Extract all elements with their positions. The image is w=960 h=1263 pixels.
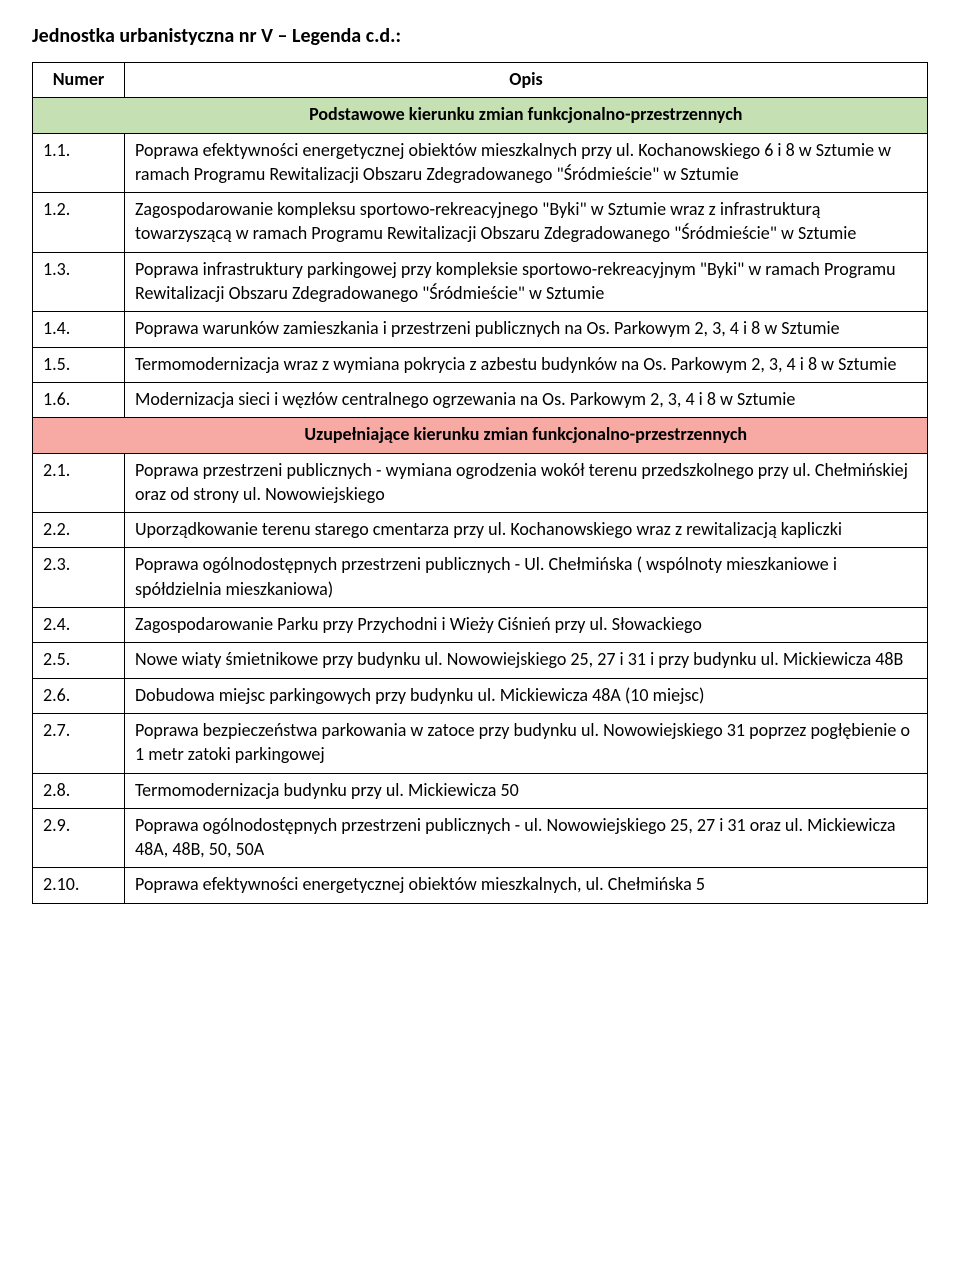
row-number: 2.8.	[33, 773, 125, 808]
table-row: 1.2.Zagospodarowanie kompleksu sportowo-…	[33, 193, 928, 253]
row-description: Poprawa przestrzeni publicznych - wymian…	[125, 453, 928, 513]
row-description: Termomodernizacja budynku przy ul. Micki…	[125, 773, 928, 808]
row-number: 1.1.	[33, 133, 125, 193]
row-number: 1.2.	[33, 193, 125, 253]
section-header-row: Uzupełniające kierunku zmian funkcjonaln…	[33, 418, 928, 453]
row-description: Dobudowa miejsc parkingowych przy budynk…	[125, 678, 928, 713]
row-description: Poprawa efektywności energetycznej obiek…	[125, 868, 928, 903]
row-description: Uporządkowanie terenu starego cmentarza …	[125, 513, 928, 548]
row-number: 2.2.	[33, 513, 125, 548]
table-row: 2.7.Poprawa bezpieczeństwa parkowania w …	[33, 713, 928, 773]
table-row: 2.5.Nowe wiaty śmietnikowe przy budynku …	[33, 643, 928, 678]
table-row: 2.8.Termomodernizacja budynku przy ul. M…	[33, 773, 928, 808]
document-title: Jednostka urbanistyczna nr V – Legenda c…	[32, 24, 928, 48]
row-description: Poprawa infrastruktury parkingowej przy …	[125, 252, 928, 312]
col-header-number: Numer	[33, 63, 125, 98]
table-row: 2.9.Poprawa ogólnodostępnych przestrzeni…	[33, 808, 928, 868]
table-row: 1.4.Poprawa warunków zamieszkania i prze…	[33, 312, 928, 347]
row-number: 2.3.	[33, 548, 125, 608]
legend-table: NumerOpisPodstawowe kierunku zmian funkc…	[32, 62, 928, 904]
table-row: 2.10.Poprawa efektywności energetycznej …	[33, 868, 928, 903]
row-number: 2.4.	[33, 608, 125, 643]
row-description: Poprawa ogólnodostępnych przestrzeni pub…	[125, 808, 928, 868]
row-description: Poprawa bezpieczeństwa parkowania w zato…	[125, 713, 928, 773]
row-description: Zagospodarowanie kompleksu sportowo-rekr…	[125, 193, 928, 253]
row-number: 1.5.	[33, 347, 125, 382]
table-row: 1.5.Termomodernizacja wraz z wymiana pok…	[33, 347, 928, 382]
row-number: 2.9.	[33, 808, 125, 868]
row-description: Modernizacja sieci i węzłów centralnego …	[125, 382, 928, 417]
table-row: 2.6.Dobudowa miejsc parkingowych przy bu…	[33, 678, 928, 713]
table-row: 1.1.Poprawa efektywności energetycznej o…	[33, 133, 928, 193]
row-description: Termomodernizacja wraz z wymiana pokryci…	[125, 347, 928, 382]
section-header-numcell	[33, 418, 125, 453]
table-row: 2.2.Uporządkowanie terenu starego cmenta…	[33, 513, 928, 548]
section-header-numcell	[33, 98, 125, 133]
row-description: Poprawa warunków zamieszkania i przestrz…	[125, 312, 928, 347]
row-description: Poprawa efektywności energetycznej obiek…	[125, 133, 928, 193]
section-header-row: Podstawowe kierunku zmian funkcjonalno-p…	[33, 98, 928, 133]
row-number: 2.1.	[33, 453, 125, 513]
row-number: 2.7.	[33, 713, 125, 773]
col-header-description: Opis	[125, 63, 928, 98]
row-number: 2.5.	[33, 643, 125, 678]
section-header-label: Uzupełniające kierunku zmian funkcjonaln…	[125, 418, 928, 453]
row-description: Zagospodarowanie Parku przy Przychodni i…	[125, 608, 928, 643]
table-row: 1.3.Poprawa infrastruktury parkingowej p…	[33, 252, 928, 312]
section-header-label: Podstawowe kierunku zmian funkcjonalno-p…	[125, 98, 928, 133]
row-number: 2.6.	[33, 678, 125, 713]
row-number: 2.10.	[33, 868, 125, 903]
table-row: 2.1.Poprawa przestrzeni publicznych - wy…	[33, 453, 928, 513]
row-number: 1.6.	[33, 382, 125, 417]
row-description: Nowe wiaty śmietnikowe przy budynku ul. …	[125, 643, 928, 678]
table-header-row: NumerOpis	[33, 63, 928, 98]
table-row: 2.3.Poprawa ogólnodostępnych przestrzeni…	[33, 548, 928, 608]
row-number: 1.4.	[33, 312, 125, 347]
row-number: 1.3.	[33, 252, 125, 312]
table-row: 2.4.Zagospodarowanie Parku przy Przychod…	[33, 608, 928, 643]
table-body: NumerOpisPodstawowe kierunku zmian funkc…	[33, 63, 928, 904]
row-description: Poprawa ogólnodostępnych przestrzeni pub…	[125, 548, 928, 608]
table-row: 1.6.Modernizacja sieci i węzłów centraln…	[33, 382, 928, 417]
